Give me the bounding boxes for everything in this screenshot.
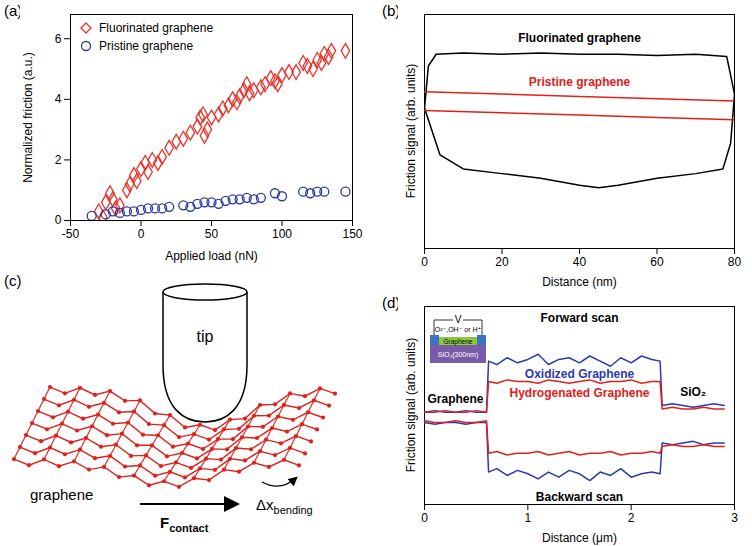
svg-text:20: 20 <box>495 255 509 269</box>
svg-text:100: 100 <box>272 227 292 241</box>
svg-text:-50: -50 <box>62 227 80 241</box>
html-text:Friction signal (arb. units): Friction signal (arb. units) <box>404 63 418 199</box>
svg-text:3: 3 <box>731 511 738 525</box>
html-text:Pristine graphene: Pristine graphene <box>99 39 194 53</box>
svg-text:Forward scan: Forward scan <box>540 311 618 325</box>
svg-text:2: 2 <box>628 511 635 525</box>
html-text:(a): (a) <box>4 2 23 19</box>
svg-text:Graphene: Graphene <box>444 338 473 346</box>
svg-text:6: 6 <box>55 32 62 46</box>
svg-text:Δxbending: Δxbending <box>256 496 313 516</box>
svg-text:2: 2 <box>55 153 62 167</box>
svg-text:0: 0 <box>421 255 428 269</box>
svg-text:0: 0 <box>55 213 62 227</box>
svg-text:Normalized friction (a.u.): Normalized friction (a.u.) <box>21 52 35 183</box>
svg-text:SiO₂: SiO₂ <box>680 385 706 399</box>
html-text:Fluorinated graphene: Fluorinated graphene <box>99 21 214 35</box>
svg-text:Fcontact: Fcontact <box>160 514 209 534</box>
svg-text:Fluorinated graphene: Fluorinated graphene <box>518 31 641 45</box>
svg-text:4: 4 <box>55 92 62 106</box>
svg-text:0: 0 <box>138 227 145 241</box>
html-text:(d): (d) <box>382 294 401 311</box>
svg-text:80: 80 <box>728 255 742 269</box>
svg-text:SiO₂(300nm): SiO₂(300nm) <box>438 351 478 359</box>
svg-text:Oxidized Graphene: Oxidized Graphene <box>525 367 635 381</box>
html-text:(c): (c) <box>4 272 22 289</box>
svg-text:V: V <box>455 314 462 325</box>
html-text:(b): (b) <box>382 2 401 19</box>
svg-text:Pristine graphene: Pristine graphene <box>529 75 631 89</box>
svg-text:150: 150 <box>342 227 362 241</box>
svg-text:Distance (nm): Distance (nm) <box>542 275 617 289</box>
svg-text:Distance (μm): Distance (μm) <box>542 531 617 545</box>
svg-text:Applied load (nN): Applied load (nN) <box>165 249 258 263</box>
svg-text:O²⁻,OH⁻ or H⁺: O²⁻,OH⁻ or H⁺ <box>435 326 482 333</box>
svg-text:1: 1 <box>524 511 531 525</box>
svg-text:60: 60 <box>650 255 664 269</box>
svg-text:0: 0 <box>421 511 428 525</box>
svg-text:Backward scan: Backward scan <box>536 490 623 504</box>
svg-text:Graphene: Graphene <box>427 392 483 406</box>
svg-text:40: 40 <box>573 255 587 269</box>
svg-text:graphene: graphene <box>30 486 93 503</box>
svg-text:50: 50 <box>205 227 219 241</box>
svg-text:tip: tip <box>197 328 214 345</box>
svg-text:Hydrogenated Graphene: Hydrogenated Graphene <box>509 386 649 400</box>
html-text:Friction signal (arb. units): Friction signal (arb. units) <box>404 337 418 473</box>
